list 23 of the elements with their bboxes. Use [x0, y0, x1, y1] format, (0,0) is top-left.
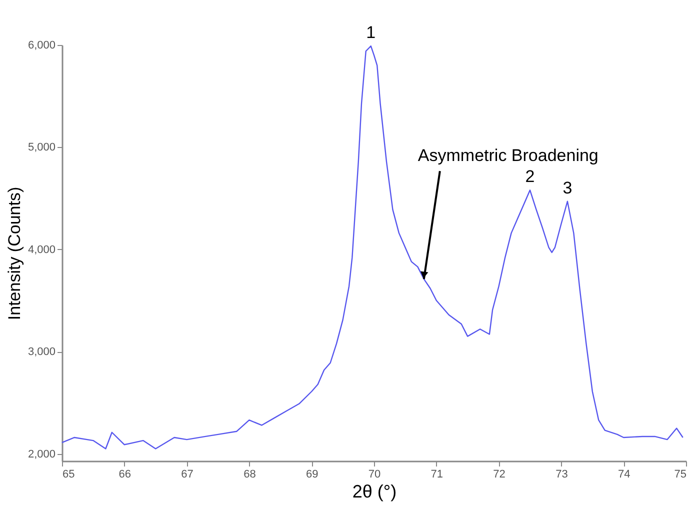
x-axis-title: 2θ (°): [352, 482, 397, 502]
y-tick-label: 4,000: [28, 244, 56, 256]
x-tick-label: 67: [181, 468, 194, 480]
x-tick-label: 74: [618, 468, 630, 480]
annotation: 1: [366, 23, 376, 42]
x-tick-label: 68: [244, 468, 256, 480]
x-tick-label: 71: [430, 468, 444, 480]
annotation: 3: [562, 178, 572, 198]
annotation: 2: [525, 167, 535, 186]
line-series: [61, 45, 684, 450]
x-tick-label: 69: [306, 468, 318, 480]
annotation: Asymmetric Broadening: [418, 146, 598, 166]
x-tick-label: 66: [118, 468, 132, 480]
y-tick-label: 5,000: [28, 142, 56, 154]
x-tick-label: 70: [368, 468, 381, 480]
x-tick-label: 72: [493, 468, 506, 480]
y-tick-label: 3,000: [28, 346, 56, 358]
x-tick-label: 65: [62, 468, 75, 480]
y-tick-label: 2,000: [28, 448, 56, 460]
y-axis-title: Intensity (Counts): [4, 186, 24, 320]
x-tick-label: 73: [556, 468, 568, 480]
y-tick-label: 6,000: [28, 40, 56, 52]
x-tick-label: 75: [674, 468, 686, 480]
